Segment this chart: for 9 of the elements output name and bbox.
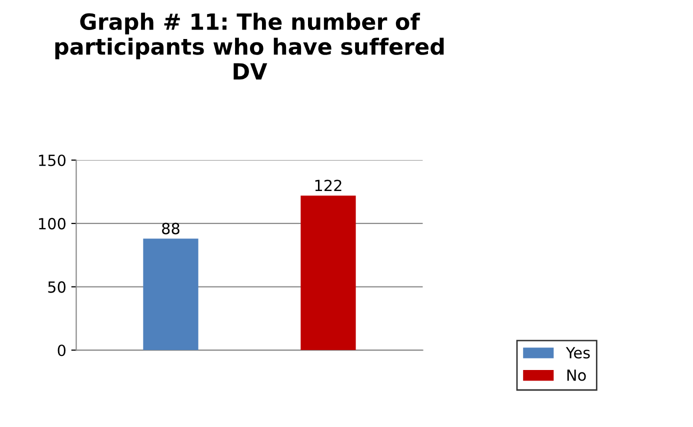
y-tick-label: 150 [39, 154, 66, 166]
y-tick-label: 0 [58, 344, 66, 356]
data-label: 88 [162, 222, 180, 234]
chart-title: Graph # 11: The number of participants who have suffered DV [55, 12, 444, 80]
data-label: 122 [315, 180, 342, 192]
legend-label: Yes [566, 347, 590, 359]
y-tick-label: 100 [39, 218, 66, 230]
y-tick-label: 50 [48, 281, 66, 293]
legend-label: No [567, 370, 586, 381]
